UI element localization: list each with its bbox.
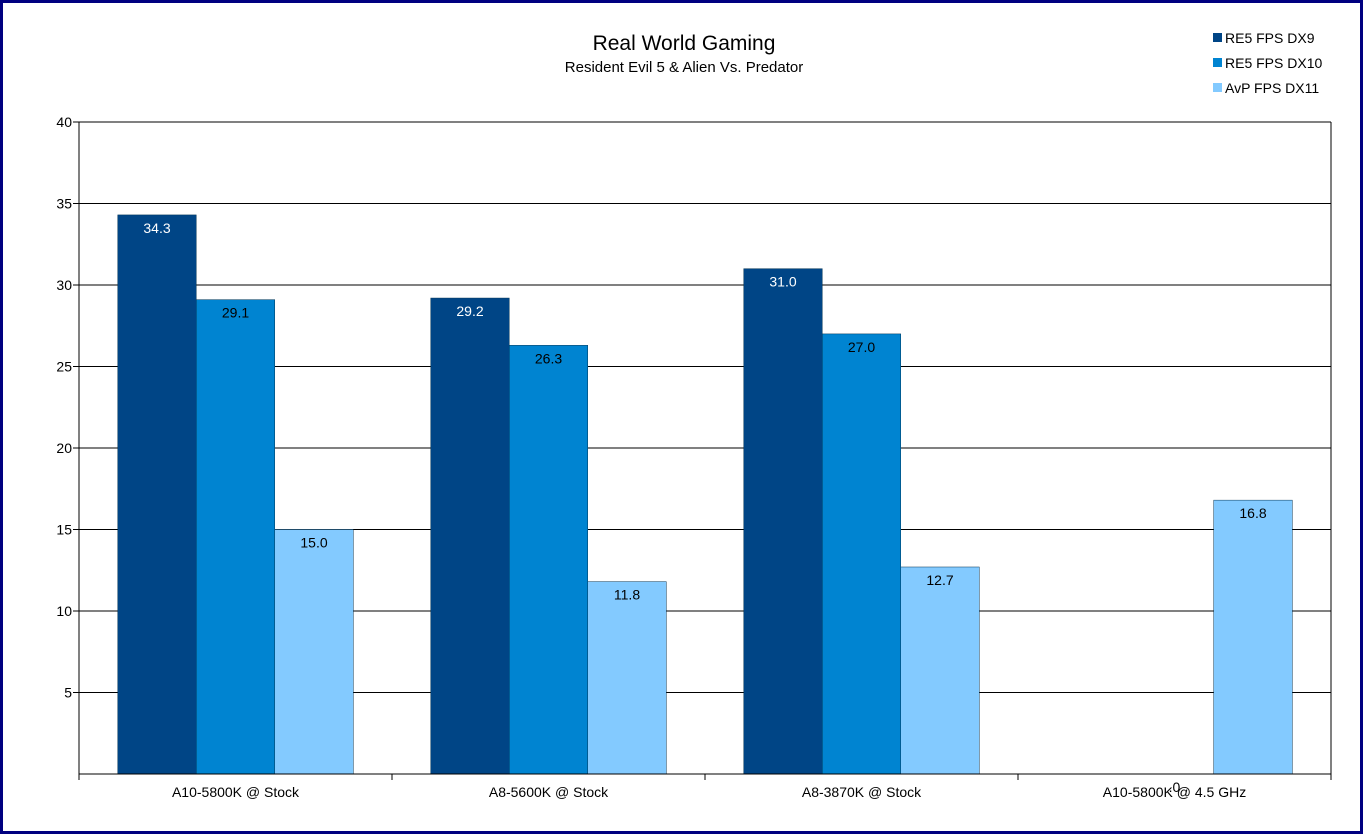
legend-label: AvP FPS DX11 <box>1225 80 1319 96</box>
data-label: 27.0 <box>848 339 875 355</box>
data-label: 29.1 <box>222 305 249 321</box>
chart-subtitle: Resident Evil 5 & Alien Vs. Predator <box>565 59 803 76</box>
data-label: 31.0 <box>769 274 796 290</box>
legend: RE5 FPS DX9 RE5 FPS DX10 AvP FPS DX11 <box>1213 30 1322 96</box>
data-label: 11.8 <box>614 587 640 603</box>
bar <box>509 345 588 775</box>
y-tick-label: 5 <box>64 685 72 701</box>
bar <box>900 566 980 775</box>
chart-title: Real World Gaming <box>593 32 776 55</box>
axes: 5 10 15 20 25 30 35 40 A10-5800K @ Stock A8-5600K… <box>56 114 1332 800</box>
y-tick-label: 10 <box>56 603 72 619</box>
legend-swatch <box>1213 83 1222 92</box>
bar <box>587 581 667 775</box>
x-tick-label: A10-5800K @ 4.5 GHz <box>1103 784 1246 800</box>
y-tick-label: 15 <box>56 522 72 538</box>
legend-swatch <box>1213 58 1222 67</box>
bar <box>1213 499 1293 775</box>
bar-chart: Real World Gaming Resident Evil 5 & Alie… <box>56 30 1332 800</box>
y-tick-label: 40 <box>56 114 72 130</box>
bar <box>430 297 510 775</box>
data-label: 29.2 <box>456 303 483 319</box>
data-label: 26.3 <box>535 350 562 366</box>
x-tick-label: A8-5600K @ Stock <box>489 784 609 800</box>
legend-label: RE5 FPS DX9 <box>1225 30 1315 46</box>
x-tick-label: A10-5800K @ Stock <box>172 784 300 800</box>
bars <box>117 214 1293 775</box>
data-label: 12.7 <box>926 572 953 588</box>
bar <box>196 299 275 775</box>
bar <box>743 268 823 775</box>
bar <box>274 529 354 775</box>
legend-label: RE5 FPS DX10 <box>1225 55 1322 71</box>
bar <box>117 214 197 775</box>
y-tick-label: 35 <box>56 196 72 212</box>
data-label: 16.8 <box>1239 505 1266 521</box>
y-tick-label: 25 <box>56 359 72 375</box>
legend-swatch <box>1213 33 1222 42</box>
data-label: 34.3 <box>143 220 170 236</box>
data-labels: 34.3 29.2 31.0 29.1 26.3 27.0 .0 15.0 11.8 12.7 16… <box>143 220 1266 795</box>
data-label: .0 <box>1169 779 1181 795</box>
y-tick-label: 20 <box>56 440 72 456</box>
x-tick-label: A8-3870K @ Stock <box>802 784 922 800</box>
y-tick-label: 30 <box>56 277 72 293</box>
data-label: 15.0 <box>300 535 327 551</box>
bar <box>822 333 901 775</box>
